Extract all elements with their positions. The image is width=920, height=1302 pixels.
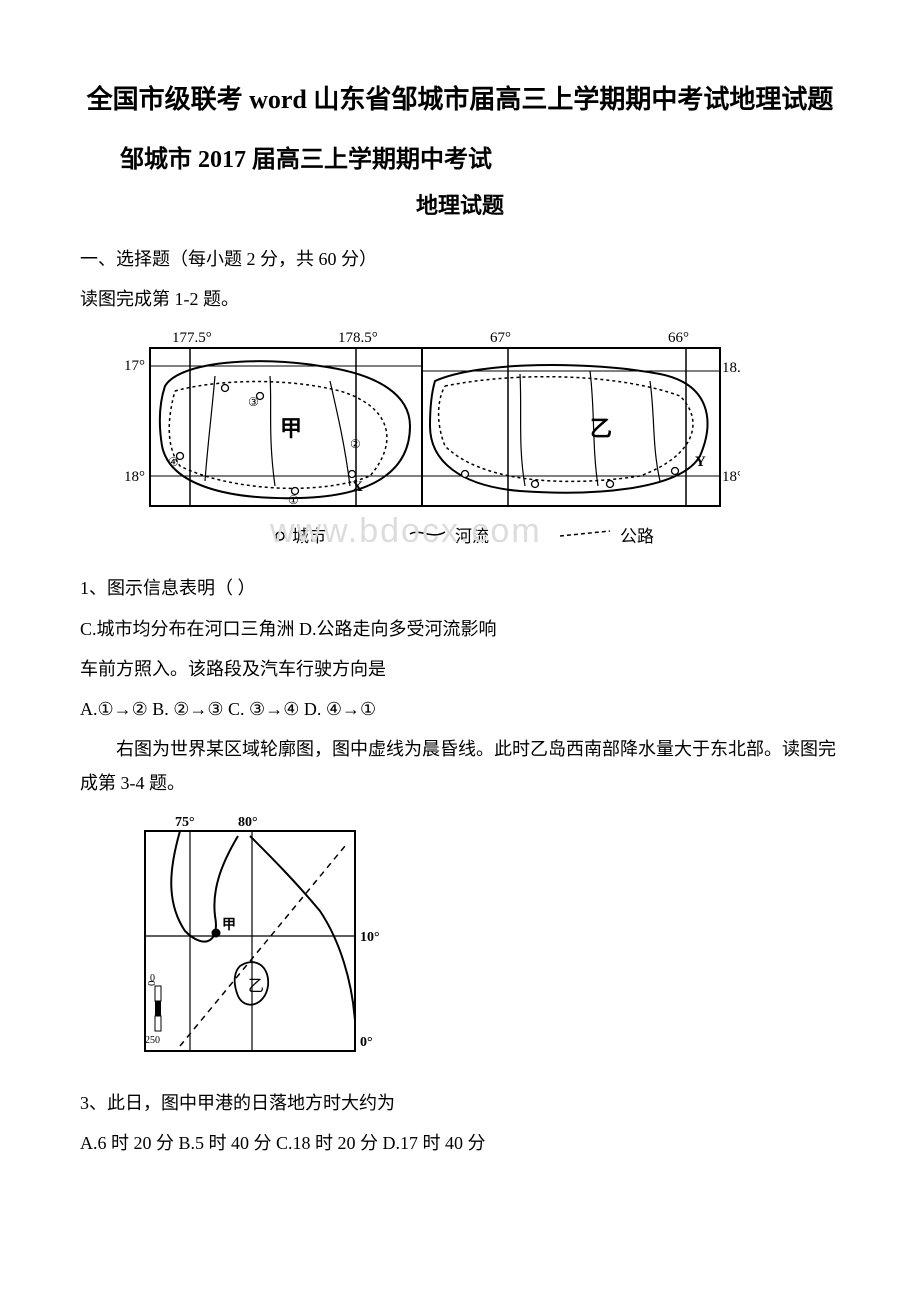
marker-3: ③ (248, 395, 259, 409)
question-prompt-1: 读图完成第 1-2 题。 (80, 282, 840, 316)
legend-river: 河流 (455, 527, 489, 546)
question-1: 1、图示信息表明（ ） (80, 571, 840, 605)
y-label: Y (695, 454, 706, 470)
svg-text:250: 250 (145, 1035, 160, 1046)
marker-4: ④ (168, 455, 179, 469)
lon-label-2: 80° (238, 815, 258, 830)
question-prompt-2: 右图为世界某区域轮廓图，图中虚线为晨昏线。此时乙岛西南部降水量大于东北部。读图完… (80, 732, 840, 800)
map-svg-2: 75° 80° 10° 0° 乙 甲 0 0 250 (120, 811, 380, 1071)
exam-header: 邹城市 2017 届高三上学期期中考试 (80, 139, 840, 174)
jia-port-label: 甲 (222, 917, 236, 933)
figure-2-map: 75° 80° 10° 0° 乙 甲 0 0 250 (120, 811, 840, 1076)
question-3-options: A.6 时 20 分 B.5 时 40 分 C.18 时 20 分 D.17 时… (80, 1126, 840, 1160)
lat-label: 17° (124, 358, 145, 374)
lat-label-2: 10° (360, 930, 380, 945)
marker-1: ① (288, 493, 299, 507)
page-title: 全国市级联考 word 山东省邹城市届高三上学期期中考试地理试题 (80, 80, 840, 119)
yi-island-label: 乙 (248, 978, 264, 995)
lon-label-2: 75° (175, 815, 195, 830)
lon-label: 177.5° (172, 330, 212, 346)
lon-label: 67° (490, 330, 511, 346)
yi-label: 乙 (590, 416, 612, 441)
svg-text:0: 0 (150, 973, 155, 984)
lon-label: 66° (668, 330, 689, 346)
lat-label: 18° (124, 469, 145, 485)
lat-label-2: 0° (360, 1035, 373, 1050)
figure-1-map: 177.5° 178.5° 67° 66° 17° 18° 18.5° 18° (120, 326, 840, 561)
marker-2: ② (350, 437, 361, 451)
section-heading: 一、选择题（每小题 2 分，共 60 分） (80, 242, 840, 276)
legend-city: 城市 (292, 527, 326, 546)
exam-subtitle: 地理试题 (80, 188, 840, 220)
lat-label: 18.5° (722, 360, 740, 376)
jia-label: 甲 (280, 416, 302, 441)
lat-label: 18° (722, 469, 740, 485)
question-2-options: A.①→② B. ②→③ C. ③→④ D. ④→① (80, 692, 840, 726)
question-3: 3、此日，图中甲港的日落地方时大约为 (80, 1086, 840, 1120)
question-1-options: C.城市均分布在河口三角洲 D.公路走向多受河流影响 (80, 612, 840, 646)
map-svg-1: 177.5° 178.5° 67° 66° 17° 18° 18.5° 18° (120, 326, 740, 556)
x-label: X (352, 479, 363, 495)
lon-label: 178.5° (338, 330, 378, 346)
legend-road: 公路 (620, 527, 654, 546)
question-2-stem: 车前方照入。该路段及汽车行驶方向是 (80, 652, 840, 686)
